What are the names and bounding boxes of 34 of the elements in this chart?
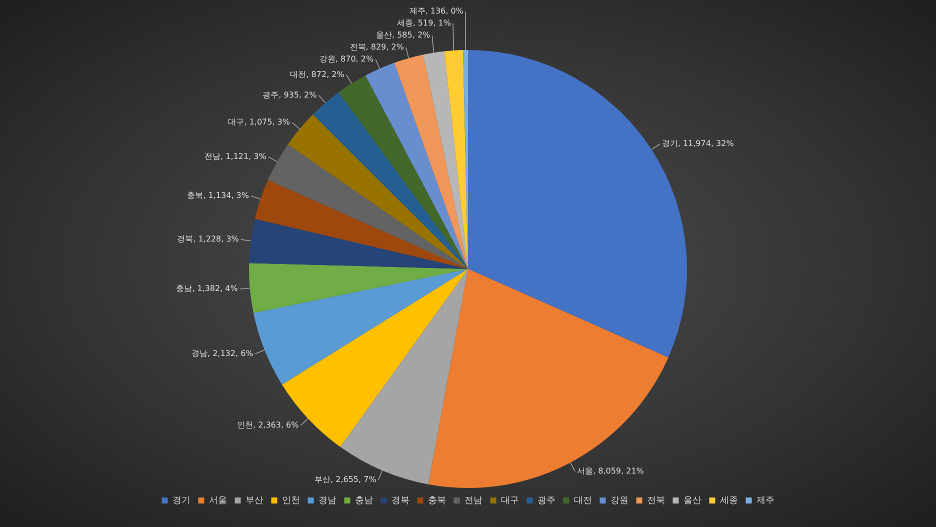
legend-label: 충남 [354,496,373,506]
data-label: 제주, 136, 0% [409,6,464,16]
data-label: 강원, 870, 2% [319,54,374,64]
legend-label: 전북 [646,496,665,506]
legend-label: 강원 [610,496,628,506]
legend-label: 경북 [391,496,410,506]
data-label: 전남, 1,121, 3% [204,152,267,161]
data-label: 충남, 1,382, 4% [176,284,238,294]
data-label: 대전, 872, 2% [290,70,345,80]
legend-label: 경기 [172,496,190,506]
data-label: 인천, 2,363, 6% [236,420,300,430]
data-label: 경북, 1,228, 3% [177,234,240,244]
data-label: 광주, 935, 2% [262,90,318,100]
legend-label: 인천 [282,496,300,506]
data-label: 울산, 585, 2% [376,30,431,40]
legend-label: 전남 [464,496,482,506]
data-label: 충북, 1,134, 3% [187,190,250,200]
legend-label: 울산 [683,496,702,506]
legend-label: 서울 [208,496,227,506]
legend-label: 경남 [318,496,336,506]
legend-label: 세종 [720,496,738,506]
legend-label: 대구 [500,496,519,506]
legend-label: 충북 [428,496,446,506]
data-label: 경남, 2,132, 6% [191,348,254,358]
data-label: 서울, 8,059, 21% [577,466,644,476]
legend-label: 광주 [537,496,556,506]
legend-label: 부산 [245,496,264,506]
data-label: 대구, 1,075, 3% [228,118,290,127]
data-label: 경기, 11,974, 32% [662,139,734,148]
legend-label: 제주 [756,496,774,506]
data-label: 부산, 2,655, 7% [314,474,377,484]
data-label: 세종, 519, 1% [396,18,452,28]
legend-label: 대전 [574,496,592,506]
data-label: 전북, 829, 2% [350,42,404,52]
